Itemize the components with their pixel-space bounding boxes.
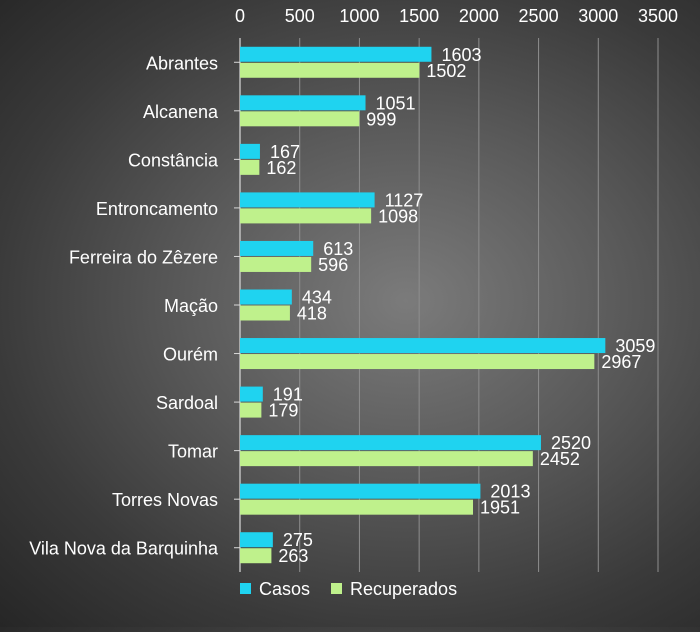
bar-recuperados [240,354,595,370]
data-label: 999 [366,109,396,129]
legend-swatch-casos [240,583,251,594]
legend-label: Recuperados [350,579,457,599]
category-label: Constância [128,150,219,170]
bar-recuperados [240,402,262,418]
bar-recuperados [240,111,360,127]
data-label: 596 [318,255,348,275]
category-label: Ferreira do Zêzere [69,247,218,267]
category-label: Entroncamento [96,199,218,219]
x-tick-label: 2500 [519,6,559,26]
x-tick-label: 2000 [459,6,499,26]
legend-label: Casos [259,579,310,599]
bar-casos [240,532,273,548]
data-label: 1051 [376,93,416,113]
x-tick-label: 500 [285,6,315,26]
data-label: 1098 [378,206,418,226]
category-label: Sardoal [156,393,218,413]
legend-swatch-recuperados [331,583,342,594]
category-label: Mação [164,296,218,316]
bar-casos [240,143,260,159]
bar-casos [240,95,366,111]
category-label: Tomar [168,442,218,462]
bar-casos [240,289,292,305]
category-label: Ourém [163,345,218,365]
bar-recuperados [240,451,533,467]
bar-recuperados [240,208,372,224]
bar-recuperados [240,62,420,78]
data-label: 434 [302,288,332,308]
data-label: 613 [323,239,353,259]
data-label: 275 [283,530,313,550]
category-label: Alcanena [143,102,219,122]
x-tick-label: 3000 [578,6,618,26]
bar-casos [240,386,263,402]
data-label: 1603 [441,45,481,65]
data-label: 179 [268,401,298,421]
bar-casos [240,483,481,499]
data-label: 162 [266,158,296,178]
bar-casos [240,46,432,62]
bar-casos [240,338,606,354]
bar-recuperados [240,256,312,272]
data-label: 2452 [540,449,580,469]
data-label: 2013 [490,482,530,502]
data-label: 2967 [601,352,641,372]
data-label: 2520 [551,433,591,453]
category-label: Abrantes [146,53,218,73]
data-label: 1951 [480,498,520,518]
x-tick-label: 1000 [339,6,379,26]
category-label: Torres Novas [112,490,218,510]
bar-recuperados [240,305,290,321]
bar-recuperados [240,159,260,175]
data-label: 167 [270,142,300,162]
data-label: 263 [278,546,308,566]
bar-recuperados [240,548,272,564]
data-label: 3059 [615,336,655,356]
category-label: Vila Nova da Barquinha [29,539,219,559]
data-label: 1127 [385,190,424,210]
bar-casos [240,192,375,208]
x-tick-label: 0 [235,6,245,26]
data-label: 418 [297,304,327,324]
data-label: 191 [273,385,303,405]
x-tick-label: 1500 [399,6,439,26]
data-label: 1502 [426,61,466,81]
bar-casos [240,435,541,451]
x-tick-label: 3500 [638,6,678,26]
bar-recuperados [240,499,474,515]
bar-casos [240,240,314,256]
